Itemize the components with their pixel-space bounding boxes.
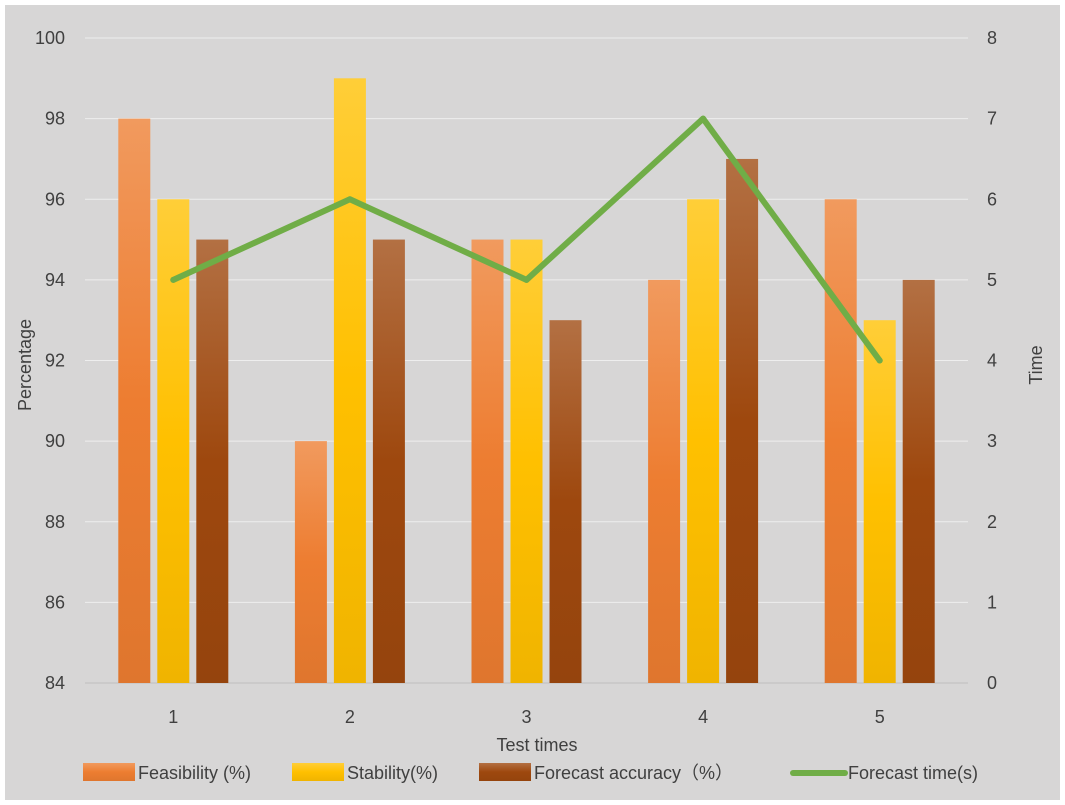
bars bbox=[118, 78, 935, 683]
point-forecast-time-s-3 bbox=[523, 276, 530, 283]
y2-tick-label: 1 bbox=[987, 592, 997, 612]
x-tick-label: 3 bbox=[521, 707, 531, 727]
legend-swatch-feasibility bbox=[83, 763, 135, 781]
bar-forecast-accuracy-1 bbox=[196, 239, 229, 683]
y-tick-label: 86 bbox=[45, 592, 65, 612]
y-tick-label: 88 bbox=[45, 512, 65, 532]
right-axis-ticks: 0 1 2 3 4 5 6 7 8 bbox=[987, 28, 997, 693]
chart-area: 84 86 88 90 92 94 96 98 100 0 1 2 3 4 5 6 7 8 1 2 3 4 5 Perc… bbox=[5, 5, 1060, 800]
combo-chart: 84 86 88 90 92 94 96 98 100 0 1 2 3 4 5 6 7 8 1 2 3 4 5 Perc… bbox=[15, 28, 1046, 783]
y-axis-label: Percentage bbox=[15, 319, 35, 411]
x-axis-ticks: 1 2 3 4 5 bbox=[168, 707, 884, 727]
y-tick-label: 92 bbox=[45, 351, 65, 371]
legend-label-stability: Stability(%) bbox=[347, 763, 438, 783]
y-tick-label: 100 bbox=[35, 28, 65, 48]
y-tick-label: 98 bbox=[45, 109, 65, 129]
y2-tick-label: 4 bbox=[987, 351, 997, 371]
legend-label-forecast-accuracy: Forecast accuracy（%） bbox=[534, 763, 733, 783]
point-forecast-time-s-1 bbox=[170, 276, 177, 283]
y2-tick-label: 8 bbox=[987, 28, 997, 48]
bar-forecast-accuracy-2 bbox=[372, 239, 405, 683]
legend-label-forecast-time-s: Forecast time(s) bbox=[848, 763, 978, 783]
bar-feasibility-5 bbox=[824, 199, 857, 683]
bar-forecast-accuracy-3 bbox=[549, 320, 582, 683]
bar-feasibility-3 bbox=[471, 239, 504, 683]
y2-tick-label: 6 bbox=[987, 189, 997, 209]
x-axis-label: Test times bbox=[496, 735, 577, 755]
legend-swatch-stability bbox=[292, 763, 344, 781]
y-tick-label: 90 bbox=[45, 431, 65, 451]
y2-axis-label: Time bbox=[1026, 345, 1046, 384]
x-tick-label: 5 bbox=[875, 707, 885, 727]
bar-feasibility-2 bbox=[294, 441, 327, 683]
y-tick-label: 84 bbox=[45, 673, 65, 693]
bar-forecast-accuracy-4 bbox=[726, 158, 759, 683]
bar-feasibility-4 bbox=[648, 279, 681, 683]
y-tick-label: 94 bbox=[45, 270, 65, 290]
left-axis-ticks: 84 86 88 90 92 94 96 98 100 bbox=[35, 28, 65, 693]
legend-swatch-forecast-accuracy bbox=[479, 763, 531, 781]
legend-label-feasibility: Feasibility (%) bbox=[138, 763, 251, 783]
bar-stability-4 bbox=[687, 199, 720, 683]
x-tick-label: 1 bbox=[168, 707, 178, 727]
point-forecast-time-s-4 bbox=[700, 115, 707, 122]
bar-forecast-accuracy-5 bbox=[902, 279, 935, 683]
bar-feasibility-1 bbox=[118, 118, 151, 683]
y2-tick-label: 7 bbox=[987, 109, 997, 129]
bar-stability-3 bbox=[510, 239, 543, 683]
y-tick-label: 96 bbox=[45, 189, 65, 209]
y2-tick-label: 5 bbox=[987, 270, 997, 290]
forecast-time-line bbox=[170, 115, 883, 364]
y2-tick-label: 3 bbox=[987, 431, 997, 451]
bar-stability-5 bbox=[863, 320, 896, 683]
point-forecast-time-s-2 bbox=[346, 196, 353, 203]
y2-tick-label: 0 bbox=[987, 673, 997, 693]
bar-stability-2 bbox=[333, 78, 366, 683]
x-tick-label: 4 bbox=[698, 707, 708, 727]
x-tick-label: 2 bbox=[345, 707, 355, 727]
point-forecast-time-s-5 bbox=[876, 357, 883, 364]
legend: Feasibility (%) Stability(%) Forecast accu… bbox=[83, 763, 978, 783]
y2-tick-label: 2 bbox=[987, 512, 997, 532]
